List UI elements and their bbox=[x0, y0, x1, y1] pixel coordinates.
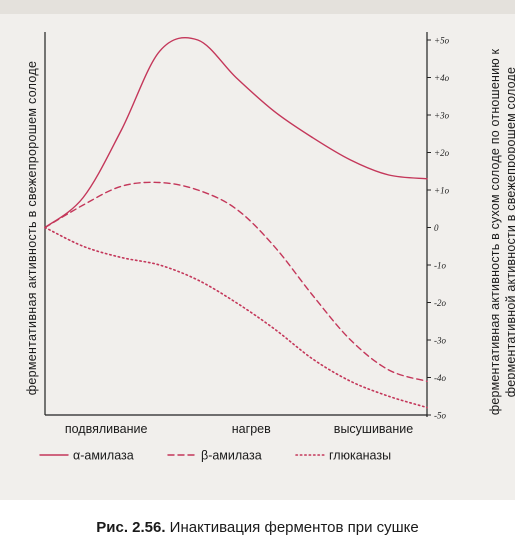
right-axis-ticks: +5o +4o +3o +2o +1o 0 -1o -2o -3o -4o -5o bbox=[427, 36, 450, 421]
right-axis-tick-label: -5o bbox=[434, 411, 446, 421]
series-line-2 bbox=[44, 181, 428, 382]
scan-top-strip bbox=[0, 0, 515, 14]
right-axis-tick-label: +2o bbox=[434, 148, 450, 158]
stage-label: подвяливание bbox=[65, 422, 148, 436]
right-axis-tick-label: 0 bbox=[434, 223, 439, 233]
legend-label-3: глюканазы bbox=[329, 449, 391, 463]
legend-label-1: α-амилаза bbox=[73, 449, 134, 463]
right-axis-tick-label: -1o bbox=[434, 261, 446, 271]
y-axis-label-right: ферментативная активность в сухом солоде… bbox=[487, 22, 515, 442]
right-axis-tick-label: -4o bbox=[434, 373, 446, 383]
figure-caption: Рис. 2.56. Инактивация ферментов при суш… bbox=[0, 519, 515, 536]
right-axis-tick-label: +4o bbox=[434, 73, 450, 83]
right-axis-tick-label: +1o bbox=[434, 186, 450, 196]
series-line-3 bbox=[44, 226, 428, 409]
legend-label-2: β-амилаза bbox=[201, 449, 262, 463]
y-axis-label-left: ферментативная активность в свежепророше… bbox=[25, 60, 39, 396]
y-axis-label-right-line-1: ферментативная активность в сухом солоде… bbox=[488, 48, 502, 416]
stage-labels: подвяливание нагрев высушивание bbox=[65, 422, 413, 436]
enzyme-inactivation-chart: +5o +4o +3o +2o +1o 0 -1o -2o -3o -4o -5o подвялив… bbox=[39, 32, 450, 463]
legend: α-амилаза β-амилаза глюканазы bbox=[39, 449, 391, 463]
series-line-1 bbox=[44, 36, 428, 229]
y-axis-label-right-line-2: ферментативной активности в свежепророше… bbox=[504, 66, 515, 398]
series-lines bbox=[44, 36, 428, 409]
caption-label: Рис. 2.56. bbox=[96, 519, 166, 536]
right-axis-tick-label: -2o bbox=[434, 298, 446, 308]
scan-background bbox=[0, 0, 515, 500]
right-axis-tick-label: +5o bbox=[434, 36, 450, 46]
stage-label: высушивание bbox=[334, 422, 413, 436]
right-axis-tick-label: +3o bbox=[434, 111, 450, 121]
stage-label: нагрев bbox=[232, 422, 271, 436]
right-axis-tick-label: -3o bbox=[434, 336, 446, 346]
caption-text: Инактивация ферментов при сушке bbox=[165, 519, 419, 536]
axes bbox=[44, 32, 428, 417]
